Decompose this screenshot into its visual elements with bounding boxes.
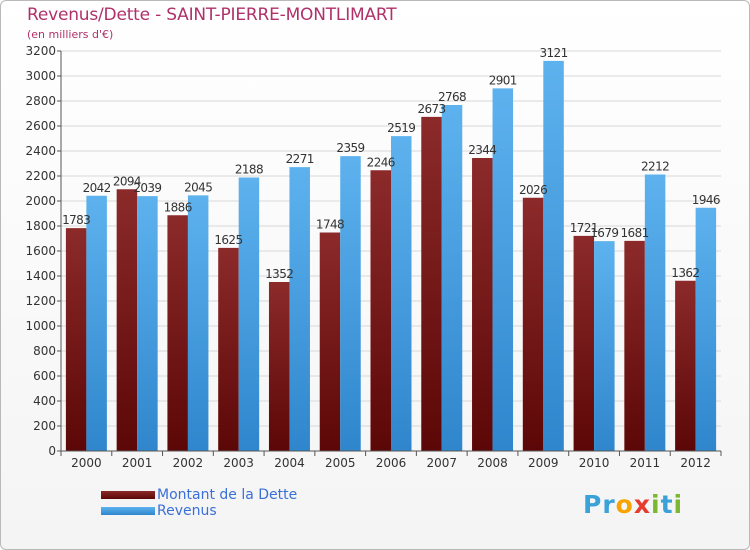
bar-revenus [289, 167, 310, 451]
data-label-dette: 1748 [316, 218, 344, 232]
data-label-revenus: 1679 [590, 226, 618, 240]
y-tick-label: 2200 [25, 169, 56, 183]
bar-revenus [86, 195, 107, 451]
bar-dette [319, 232, 341, 451]
x-tick-label: 2009 [528, 456, 559, 470]
logo-letter: P [583, 490, 603, 519]
x-tick-label: 2012 [680, 456, 711, 470]
x-tick-label: 2001 [122, 456, 153, 470]
bar-dette [218, 247, 239, 451]
x-tick-label: 2002 [173, 456, 204, 470]
data-label-revenus: 2768 [438, 90, 466, 104]
y-tick-label: 400 [33, 394, 56, 408]
data-label-revenus: 2519 [387, 121, 415, 135]
bar-dette [624, 240, 645, 451]
y-tick-label: 1400 [25, 269, 56, 283]
bar-dette [65, 228, 87, 451]
x-tick-label: 2011 [630, 456, 661, 470]
bar-revenus [695, 207, 717, 451]
legend-swatch-revenus [101, 507, 155, 515]
logo-letter: i [651, 490, 661, 519]
x-tick-label: 2003 [223, 456, 254, 470]
bar-dette [421, 116, 442, 451]
data-label-revenus: 2039 [133, 181, 161, 195]
y-tick-label: 3000 [25, 69, 56, 83]
y-tick-label: 2400 [25, 144, 56, 158]
x-tick-label: 2004 [274, 456, 305, 470]
x-tick-label: 2006 [376, 456, 407, 470]
data-label-dette: 2246 [367, 155, 395, 169]
bar-dette [675, 280, 696, 451]
data-label-dette: 1721 [570, 221, 598, 235]
data-label-dette: 1886 [164, 200, 192, 214]
data-label-revenus: 3121 [539, 46, 567, 60]
data-label-dette: 1352 [265, 267, 293, 281]
x-tick-label: 2008 [477, 456, 508, 470]
data-label-dette: 1681 [621, 226, 649, 240]
legend-swatch-dette [101, 491, 155, 499]
bar-dette [268, 282, 290, 451]
bar-revenus [543, 60, 564, 451]
bar-dette [116, 189, 138, 451]
y-tick-label: 2600 [25, 119, 56, 133]
data-label-revenus: 2188 [235, 163, 263, 177]
bar-dette [370, 170, 391, 451]
data-label-dette: 2094 [113, 174, 141, 188]
bar-revenus [644, 174, 666, 451]
logo-letter: o [615, 490, 634, 519]
data-label-dette: 1783 [62, 213, 90, 227]
bar-revenus [492, 88, 514, 451]
bar-revenus [340, 156, 361, 451]
x-tick-label: 2007 [426, 456, 457, 470]
bar-revenus [238, 177, 260, 451]
bar-revenus [187, 195, 209, 451]
data-label-revenus: 2042 [83, 181, 111, 195]
data-label-dette: 2344 [468, 143, 496, 157]
bar-revenus [594, 241, 615, 451]
logo-letter: r [602, 490, 616, 519]
data-label-revenus: 2271 [286, 152, 314, 166]
legend-label-dette: Montant de la Dette [157, 487, 298, 503]
y-tick-label: 2000 [25, 194, 56, 208]
x-tick-label: 2000 [71, 456, 102, 470]
logo-letter: x [633, 490, 651, 519]
y-tick-label: 2800 [25, 94, 56, 108]
data-label-revenus: 1946 [692, 193, 720, 207]
chart-subtitle: (en milliers d'€) [27, 28, 114, 41]
bar-dette [472, 158, 493, 451]
data-label-revenus: 2045 [184, 180, 212, 194]
y-tick-label: 0 [48, 444, 56, 458]
bar-dette [167, 215, 188, 451]
y-tick-label: 1200 [25, 294, 56, 308]
y-tick-label: 600 [33, 369, 56, 383]
data-label-dette: 1625 [214, 233, 242, 247]
data-label-dette: 1362 [671, 266, 699, 280]
y-tick-label: 1000 [25, 319, 56, 333]
bar-revenus [391, 136, 412, 451]
data-label-dette: 2673 [417, 102, 445, 116]
bar-dette [573, 235, 595, 451]
y-tick-label: 3200 [25, 44, 56, 58]
logo-letter: t [660, 490, 674, 519]
data-label-revenus: 2901 [489, 73, 517, 87]
y-tick-label: 1800 [25, 219, 56, 233]
x-tick-label: 2010 [579, 456, 610, 470]
data-label-dette: 2026 [519, 183, 547, 197]
legend-label-revenus: Revenus [157, 503, 217, 519]
y-tick-label: 800 [33, 344, 56, 358]
bar-revenus [137, 196, 158, 451]
bar-revenus [441, 105, 463, 451]
data-label-revenus: 2212 [641, 160, 669, 174]
chart-title: Revenus/Dette - SAINT-PIERRE-MONTLIMART [27, 5, 397, 25]
y-tick-label: 200 [33, 419, 56, 433]
logo-letter: i [673, 490, 684, 519]
y-tick-label: 1600 [25, 244, 56, 258]
bar-dette [522, 197, 544, 451]
x-tick-label: 2005 [325, 456, 356, 470]
data-label-revenus: 2359 [336, 141, 364, 155]
proxiti-logo: Proxiti [583, 490, 683, 519]
